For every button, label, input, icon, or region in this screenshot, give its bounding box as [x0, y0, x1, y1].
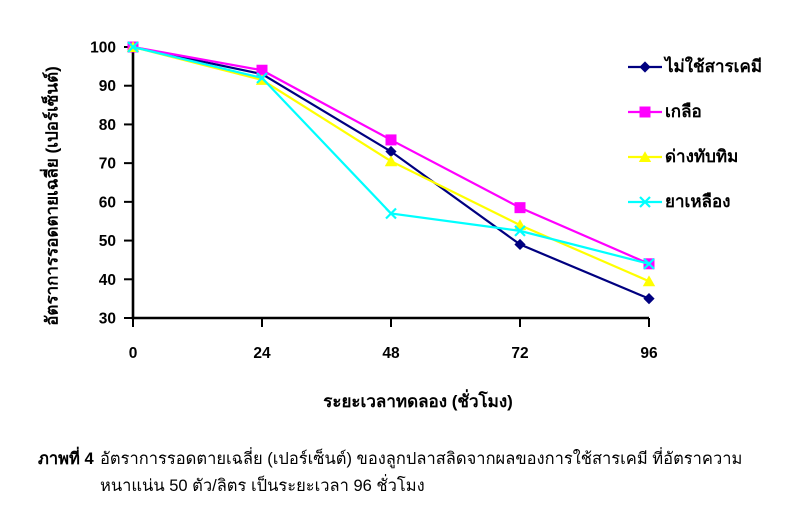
- figure-number: ภาพที่ 4: [38, 450, 94, 468]
- legend-key-diamond: [628, 60, 662, 73]
- legend-key-x: [628, 195, 662, 208]
- x-marker-icon: [639, 195, 651, 208]
- y-axis-title: อัตราการรอดตายเฉลี่ย (เปอร์เซ็นต์): [42, 66, 62, 326]
- diamond-marker-icon: [639, 60, 651, 73]
- y-tick-label: 80: [99, 117, 116, 134]
- survival-rate-line-chart: 100 90 80 70 60 50 40 30 0 24 48 72 96: [90, 40, 658, 363]
- x-tick-label: 0: [129, 345, 138, 362]
- y-tick-label: 100: [90, 40, 116, 57]
- legend-label-2: ด่างทับทิม: [665, 147, 739, 166]
- y-tick-label: 40: [99, 272, 116, 289]
- caption-line-1: อัตราการรอดตายเฉลี่ย (เปอร์เซ็นต์) ของลู…: [100, 450, 743, 468]
- square-marker-icon: [639, 106, 651, 117]
- caption-line-2: หนาแน่น 50 ตัว/ลิตร เป็นระยะเวลา 96 ชั่ว…: [100, 477, 425, 495]
- legend-item-0: ไม่ใช้สารเคมี: [628, 53, 762, 80]
- square-marker-icon: [256, 64, 268, 76]
- diamond-marker-icon: [643, 293, 655, 305]
- square-marker-icon: [514, 202, 526, 214]
- legend-label-3: ยาเหลือง: [665, 192, 731, 211]
- y-tick-label: 90: [99, 78, 116, 95]
- figure-caption: ภาพที่ 4 อัตราการรอดตายเฉลี่ย (เปอร์เซ็น…: [38, 446, 783, 500]
- x-marker-icon: [643, 258, 655, 270]
- legend-label-1: เกลือ: [665, 102, 702, 121]
- x-tick-label: 48: [382, 345, 400, 362]
- triangle-marker-icon: [513, 219, 527, 231]
- triangle-marker-icon: [384, 155, 398, 167]
- x-marker-icon: [514, 225, 526, 237]
- x-axis-title: ระยะเวลาทดลอง (ชั่วโมง): [323, 392, 513, 411]
- series-line-0: [132, 45, 650, 300]
- chart-legend: ไม่ใช้สารเคมีเกลือด่างทับทิมยาเหลือง: [628, 0, 805, 230]
- y-tick-label: 50: [99, 233, 116, 250]
- legend-item-3: ยาเหลือง: [628, 188, 730, 215]
- y-tick-label: 60: [99, 194, 116, 211]
- x-marker-icon: [385, 207, 397, 220]
- figure-caption-text: อัตราการรอดตายเฉลี่ย (เปอร์เซ็นต์) ของลู…: [100, 446, 783, 500]
- legend-key-square: [628, 106, 662, 117]
- legend-label-0: ไม่ใช้สารเคมี: [665, 57, 763, 76]
- y-tick-label: 30: [99, 311, 116, 328]
- x-marker-icon: [127, 41, 139, 53]
- legend-item-2: ด่างทับทิม: [628, 143, 738, 170]
- y-tick-label: 70: [99, 156, 116, 173]
- legend-item-1: เกลือ: [628, 98, 702, 125]
- square-marker-icon: [385, 134, 397, 146]
- triangle-marker-icon: [642, 275, 656, 287]
- x-tick-label: 24: [253, 345, 271, 362]
- x-marker-icon: [256, 72, 268, 84]
- triangle-marker-icon: [638, 150, 652, 162]
- x-tick-label: 72: [511, 345, 528, 362]
- diamond-marker-icon: [385, 145, 397, 158]
- legend-key-triangle: [628, 150, 662, 162]
- diamond-marker-icon: [514, 238, 526, 251]
- x-tick-label: 96: [640, 345, 658, 362]
